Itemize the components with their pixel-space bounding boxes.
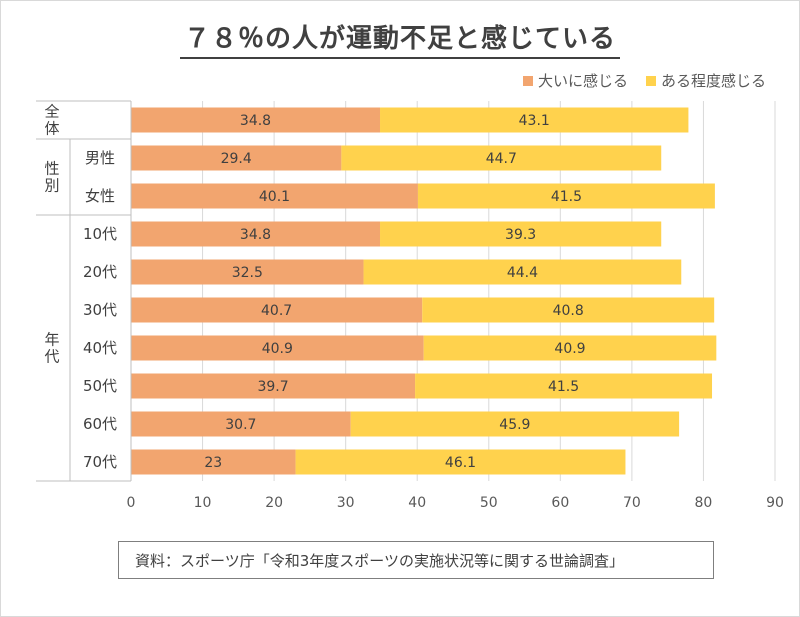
- bar-segment: [131, 259, 364, 285]
- category-label: 60代: [83, 415, 117, 433]
- x-tick-label: 40: [408, 495, 426, 511]
- data-label: 40.1: [259, 189, 290, 205]
- x-tick-label: 70: [623, 495, 641, 511]
- data-label: 34.8: [240, 227, 271, 243]
- data-label: 32.5: [232, 265, 263, 281]
- category-label: 70代: [83, 453, 117, 471]
- legend-label-moderate: ある程度感じる: [660, 72, 766, 90]
- chart-title: ７８％の人が運動不足と感じている: [0, 18, 800, 59]
- data-label: 30.7: [225, 417, 256, 433]
- data-label: 44.7: [486, 151, 517, 167]
- bar-segment: [131, 183, 418, 209]
- bar-segment: [341, 145, 662, 171]
- bar-segment: [131, 107, 381, 133]
- data-label: 44.4: [507, 265, 538, 281]
- legend-swatch-strong: [522, 75, 533, 86]
- legend-swatch-moderate: [645, 75, 656, 86]
- bar-segment: [131, 221, 381, 247]
- source-note: 資料：スポーツ庁「令和3年度スポーツの実施状況等に関する世論調査」: [118, 541, 714, 579]
- x-tick-label: 60: [551, 495, 569, 511]
- bar-segment: [295, 449, 626, 475]
- x-tick-label: 50: [480, 495, 498, 511]
- data-label: 43.1: [519, 113, 550, 129]
- category-label: 10代: [83, 225, 117, 243]
- x-tick-label: 10: [194, 495, 212, 511]
- data-label: 45.9: [499, 417, 530, 433]
- x-tick-label: 80: [695, 495, 713, 511]
- data-label: 34.8: [240, 113, 271, 129]
- x-tick-label: 0: [127, 495, 136, 511]
- bar-segment: [350, 411, 680, 437]
- bar-segment: [417, 183, 715, 209]
- legend-item-strong: 大いに感じる: [522, 70, 628, 91]
- data-label: 23: [204, 455, 222, 471]
- data-label: 39.7: [257, 379, 288, 395]
- data-label: 40.8: [553, 303, 584, 319]
- group-label: 年代: [44, 331, 59, 366]
- bar-segment: [131, 449, 296, 475]
- bar-segment: [131, 411, 351, 437]
- bar-segment: [380, 107, 689, 133]
- data-label: 39.3: [505, 227, 536, 243]
- bar-segment: [415, 373, 713, 399]
- x-tick-label: 30: [337, 495, 355, 511]
- bar-segment: [380, 221, 662, 247]
- x-tick-label: 90: [766, 495, 784, 511]
- legend-item-moderate: ある程度感じる: [645, 70, 766, 91]
- bar-segment: [131, 335, 424, 361]
- data-label: 46.1: [445, 455, 476, 471]
- data-label: 29.4: [221, 151, 252, 167]
- data-label: 40.7: [261, 303, 292, 319]
- data-label: 40.9: [262, 341, 293, 357]
- bar-segment: [422, 297, 715, 323]
- legend-label-strong: 大いに感じる: [537, 72, 628, 90]
- bar-segment: [131, 297, 423, 323]
- category-label: 男性: [85, 149, 115, 167]
- bar-segment: [363, 259, 682, 285]
- category-label: 30代: [83, 301, 117, 319]
- data-label: 41.5: [551, 189, 582, 205]
- category-label: 女性: [85, 187, 115, 205]
- category-label: 50代: [83, 377, 117, 395]
- bar-segment: [131, 145, 342, 171]
- data-label: 41.5: [548, 379, 579, 395]
- category-label: 20代: [83, 263, 117, 281]
- group-label: 全体: [44, 103, 59, 138]
- x-tick-label: 20: [265, 495, 283, 511]
- bar-segment: [423, 335, 717, 361]
- group-label: 性別: [44, 160, 59, 195]
- category-label: 40代: [83, 339, 117, 357]
- source-text: 資料：スポーツ庁「令和3年度スポーツの実施状況等に関する世論調査」: [135, 551, 624, 570]
- bar-segment: [131, 373, 416, 399]
- data-label: 40.9: [554, 341, 585, 357]
- legend: 大いに感じる ある程度感じる: [522, 70, 766, 91]
